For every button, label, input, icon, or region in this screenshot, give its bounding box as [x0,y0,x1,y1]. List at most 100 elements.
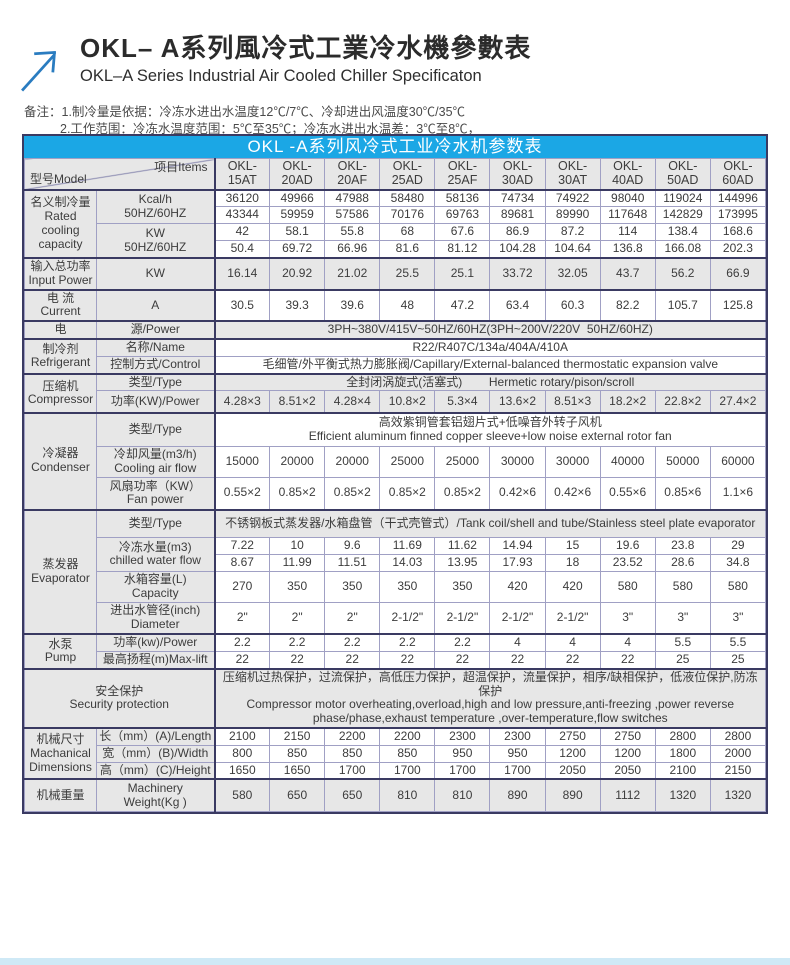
value-cell: 800 [213,744,271,763]
span-value-cell: 全封闭涡旋式(活塞式) Hermetic rotary/pison/scroll [214,372,766,392]
value-cell: 47.2 [434,288,491,322]
value-cell: 57586 [324,206,381,225]
value-cell: 2150 [269,726,326,746]
value-cell: 50.4 [213,240,271,259]
value-cell: 70176 [379,206,436,225]
value-cell: 119024 [654,188,711,208]
value-cell: 850 [379,744,436,763]
table-row: 43344 59959 57586 70176 69763 89681 89990 11764… [25,206,767,225]
value-cell: 42 [213,223,271,242]
value-cell: 3" [599,601,656,635]
value-cell: 2750 [544,726,601,746]
value-cell: 39.6 [324,288,381,322]
value-cell: 18.2×2 [599,390,656,414]
value-cell: 56.2 [654,257,711,291]
value-cell: 14.94 [489,537,546,555]
value-cell: 0.85×2 [269,477,326,511]
value-cell: 8.67 [213,553,271,572]
value-cell: 81.12 [434,240,491,259]
value-cell: 350 [269,570,326,603]
value-cell: 1.1×6 [709,477,767,511]
value-cell: 15000 [213,446,271,479]
value-cell: 22 [379,650,436,670]
value-cell: 580 [213,778,271,812]
value-cell: 2300 [489,726,546,746]
row-sublabel: 类型/Type [96,508,216,539]
row-sublabel: 进出水管径(inch) Diameter [96,601,216,635]
value-cell: 1112 [599,778,656,812]
value-cell: 202.3 [709,240,767,259]
value-cell: 2-1/2" [489,601,546,635]
value-cell: 2100 [654,761,711,780]
value-cell: 25000 [379,446,436,479]
row-label: 电 [24,320,97,340]
value-cell: 22 [213,650,271,670]
row-label: 压缩机 Compressor [24,372,97,414]
value-cell: 22 [489,650,546,670]
bottom-strip [0,958,790,965]
row-sublabel: 长（mm）(A)/Length [96,726,216,746]
value-cell: 1700 [324,761,381,780]
value-cell: 2050 [599,761,656,780]
value-cell: 28.6 [654,553,711,572]
value-cell: 2" [213,601,271,635]
spec-table-wrap: OKL -A系列风冷式工业冷水机参数表 型号Model 项目Items OKL- 1… [22,134,768,814]
value-cell: 27.4×2 [709,390,767,414]
value-cell: 1320 [654,778,711,812]
note-line: 2.工作范围：冷冻水温度范围：5℃至35℃；冷冻水进出水温差：3℃至8℃， [60,121,481,136]
value-cell: 2-1/2" [379,601,436,635]
value-cell: 22 [599,650,656,670]
value-cell: 2.2 [379,633,436,652]
value-cell: 125.8 [709,288,767,322]
value-cell: 0.85×2 [324,477,381,511]
value-cell: 580 [599,570,656,603]
table-row: 风扇功率（KW） Fan power 0.55×2 0.85×2 0.85×2 0.85… [25,477,767,511]
value-cell: 0.85×2 [379,477,436,511]
value-cell: 580 [654,570,711,603]
value-cell: 7.22 [213,537,271,555]
model-header-cell: OKL- 40AD [599,158,656,190]
value-cell: 43.7 [599,257,656,291]
value-cell: 270 [213,570,271,603]
value-cell: 10 [269,537,326,555]
value-cell: 0.42×6 [489,477,546,511]
value-cell: 40000 [599,446,656,479]
value-cell: 66.96 [324,240,381,259]
value-cell: 2050 [544,761,601,780]
model-header-cell: OKL- 50AD [654,158,711,190]
value-cell: 89681 [489,206,546,225]
value-cell: 87.2 [544,223,601,242]
row-label: 水泵 Pump [24,633,97,670]
value-cell: 14.03 [379,553,436,572]
value-cell: 810 [379,778,436,812]
value-cell: 68 [379,223,436,242]
table-row: 进出水管径(inch) Diameter 2" 2" 2" 2-1/2" 2-1/2" 2-… [25,601,767,635]
value-cell: 32.05 [544,257,601,291]
table-row: 压缩机 Compressor 类型/Type 全封闭涡旋式(活塞式) Hermeti… [24,372,766,414]
value-cell: 2100 [213,726,271,746]
value-cell: 890 [489,778,546,812]
value-cell: 10.8×2 [379,390,436,414]
value-cell: 81.6 [379,240,436,259]
value-cell: 580 [709,570,767,603]
table-row: 名义制冷量 Rated cooling capacity Kcal/h 50HZ/… [24,188,767,259]
row-sublabel: A [96,288,216,322]
table-row: 冷冻水量(m3) chilled water flow 7.22 10 9.6 11.6… [25,537,767,572]
value-cell: 104.64 [544,240,601,259]
value-cell: 850 [324,744,381,763]
table-row: 功率(KW)/Power 4.28×3 8.51×2 4.28×4 10.8×2 5.3×… [25,390,767,414]
table-row: 水箱容量(L) Capacity 270 350 350 350 350 420 420 580… [25,570,767,603]
value-cell: 105.7 [654,288,711,322]
value-cell: 22 [544,650,601,670]
table-row: KW 50HZ/60HZ 42 58.1 55.8 68 67.6 86.9 87.2 114 1… [25,223,767,259]
table-row: 安全保护 Security protection 压缩机过热保护，过流保护，高低压… [24,667,766,729]
page-subtitle: OKL–A Series Industrial Air Cooled Chill… [80,66,482,85]
value-cell: 1650 [269,761,326,780]
note-line: 备注：1.制冷量是依据：冷冻水进出水温度12℃/7℃、冷却进出风温度30℃/35… [24,105,466,119]
value-cell: 168.6 [709,223,767,242]
spec-table: 型号Model 项目Items OKL- 15AT OKL- 20AD OKL- 20A… [24,158,767,812]
span-value-cell: 高效紫铜管套铝翅片式+低噪音外转子风机 Efficient aluminum f… [214,411,766,448]
value-cell: 20000 [324,446,381,479]
value-cell: 1200 [599,744,656,763]
value-cell: 25.1 [434,257,491,291]
